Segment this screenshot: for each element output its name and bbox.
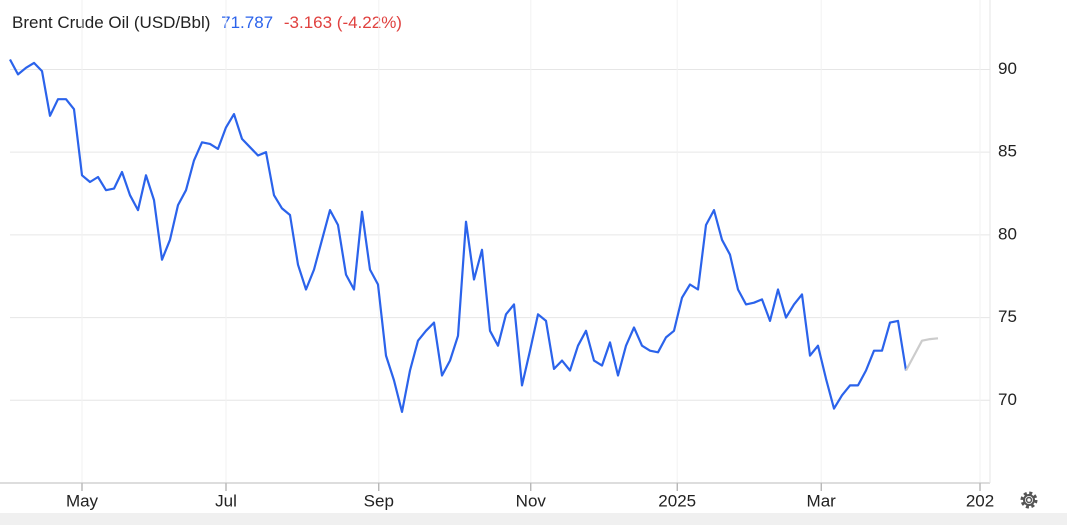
price-line [905,337,939,372]
x-tick-label: Sep [364,491,394,510]
chart-title: Brent Crude Oil (USD/Bbl) [12,13,210,32]
x-tick-label: Jul [215,491,237,510]
x-tick-label: 202 [966,491,994,510]
y-tick-label: 75 [998,307,1017,326]
y-tick-label: 70 [998,390,1017,409]
y-tick-label: 85 [998,142,1017,161]
y-tick-label: 90 [998,59,1017,78]
settings-icon[interactable] [1020,491,1038,509]
y-tick-label: 80 [998,224,1017,243]
x-tick-label: 2025 [658,491,696,510]
x-tick-label: Nov [516,491,547,510]
x-tick-label: Mar [807,491,837,510]
change: -3.163 (-4.22%) [284,13,402,32]
chart-header: Brent Crude Oil (USD/Bbl) 71.787 -3.163 … [12,13,402,32]
price: 71.787 [221,13,273,32]
x-tick-label: May [66,491,99,510]
price-line [9,58,908,413]
bottom-band [0,513,1067,525]
